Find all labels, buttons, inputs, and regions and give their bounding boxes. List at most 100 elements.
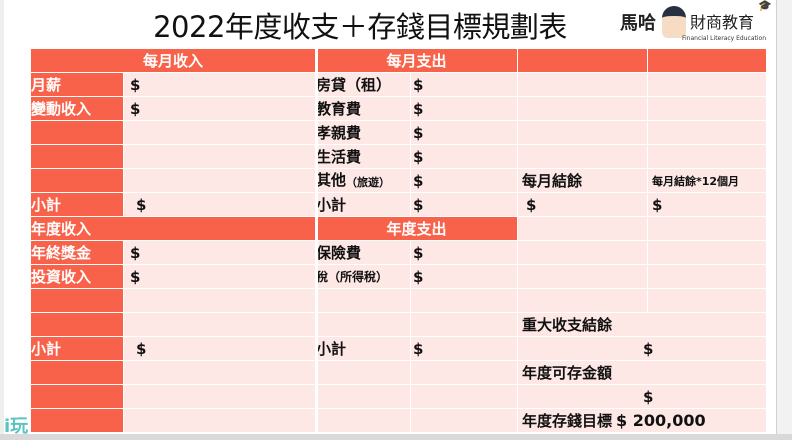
monthly-balance-year-label: 每月結餘*12個月 xyxy=(648,169,767,193)
income-value-blank[interactable] xyxy=(124,169,316,193)
header-blank xyxy=(648,49,767,73)
blank-cell xyxy=(316,289,411,313)
monthly-balance-year-value[interactable]: $ xyxy=(648,193,767,217)
blank-cell xyxy=(316,313,411,337)
brand-logo: 馬哈 財商教育 Financial Literacy Education 🎓 xyxy=(620,0,776,46)
expense-label: 房貸（租） xyxy=(316,73,411,97)
annual-income-blank-value[interactable] xyxy=(124,289,316,313)
major-balance-label: 重大收支結餘 xyxy=(518,313,767,337)
column-divider xyxy=(316,49,318,433)
income-label-blank xyxy=(31,169,124,193)
monthly-balance-value[interactable]: $ xyxy=(518,193,648,217)
annual-income-subtotal-value[interactable]: $ xyxy=(124,337,316,361)
expense-subtotal-value[interactable]: $ xyxy=(411,193,518,217)
expense-value[interactable]: $ xyxy=(411,73,518,97)
expense-value[interactable]: $ xyxy=(411,169,518,193)
annual-income-blank xyxy=(31,385,124,409)
header-blank xyxy=(518,49,648,73)
blank-cell xyxy=(648,121,767,145)
blank-cell[interactable] xyxy=(411,361,518,385)
annual-income-blank xyxy=(31,361,124,385)
expense-value[interactable]: $ xyxy=(411,145,518,169)
annual-income-blank xyxy=(31,409,124,433)
expense-label: 孝親費 xyxy=(316,121,411,145)
blank-cell xyxy=(648,217,767,241)
annual-income-value[interactable]: $ xyxy=(124,265,316,289)
annual-expense-subtotal-value[interactable]: $ xyxy=(411,337,518,361)
income-label: 月薪 xyxy=(31,73,124,97)
annual-income-blank-value[interactable] xyxy=(124,385,316,409)
blank-cell xyxy=(518,241,648,265)
income-value[interactable]: $ xyxy=(124,97,316,121)
blank-cell xyxy=(518,217,648,241)
window-edge xyxy=(0,0,4,440)
income-value-blank[interactable] xyxy=(124,145,316,169)
annual-income-blank-value[interactable] xyxy=(124,361,316,385)
annual-savable-value[interactable]: $ xyxy=(518,385,767,409)
blank-cell xyxy=(518,73,648,97)
expense-label-note: （旅遊） xyxy=(346,176,391,189)
mascot-icon xyxy=(662,6,686,38)
annual-income-header: 年度收入 xyxy=(31,217,316,241)
monthly-balance-label: 每月結餘 xyxy=(518,169,648,193)
blank-cell[interactable] xyxy=(411,385,518,409)
annual-goal-value[interactable]: $ 200,000 xyxy=(616,411,706,430)
annual-expense-value[interactable]: $ xyxy=(411,265,518,289)
annual-income-label: 投資收入 xyxy=(31,265,124,289)
blank-cell xyxy=(648,289,767,313)
major-balance-value[interactable]: $ xyxy=(518,337,767,361)
expense-label: 教育費 xyxy=(316,97,411,121)
income-subtotal-value[interactable]: $ xyxy=(124,193,316,217)
logo-brand: 財商教育 xyxy=(690,13,755,32)
blank-cell xyxy=(648,145,767,169)
blank-cell xyxy=(518,265,648,289)
blank-cell xyxy=(648,73,767,97)
income-subtotal-label: 小計 xyxy=(31,193,124,217)
annual-savable-label: 年度可存金額 xyxy=(518,361,767,385)
income-value[interactable]: $ xyxy=(124,73,316,97)
logo-tagline: Financial Literacy Education xyxy=(682,35,767,42)
blank-cell xyxy=(518,145,648,169)
annual-income-label: 年終獎金 xyxy=(31,241,124,265)
blank-cell xyxy=(316,409,411,433)
blank-cell xyxy=(648,241,767,265)
page-title: 2022年度收支＋存錢目標規劃表 xyxy=(153,10,567,44)
monthly-expense-header: 每月支出 xyxy=(316,49,518,73)
expense-subtotal-label: 小計 xyxy=(316,193,411,217)
annual-income-value[interactable]: $ xyxy=(124,241,316,265)
income-value-blank[interactable] xyxy=(124,121,316,145)
expense-value[interactable]: $ xyxy=(411,121,518,145)
expense-label: 其他 （旅遊） xyxy=(316,169,411,193)
income-label-blank xyxy=(31,145,124,169)
blank-cell xyxy=(518,97,648,121)
logo-name: 馬哈 xyxy=(620,13,656,34)
blank-cell[interactable] xyxy=(411,409,518,433)
window-edge-bottom xyxy=(0,434,792,440)
blank-cell[interactable] xyxy=(411,313,518,337)
annual-expense-label: 保險費 xyxy=(316,241,411,265)
annual-expense-subtotal-label: 小計 xyxy=(316,337,411,361)
blank-cell xyxy=(316,361,411,385)
expense-label: 生活費 xyxy=(316,145,411,169)
annual-income-blank xyxy=(31,313,124,337)
blank-cell xyxy=(518,289,648,313)
income-label-blank xyxy=(31,121,124,145)
income-label: 變動收入 xyxy=(31,97,124,121)
annual-income-blank-value[interactable] xyxy=(124,409,316,433)
annual-expense-header: 年度支出 xyxy=(316,217,518,241)
blank-cell xyxy=(648,97,767,121)
annual-goal-row: 年度存錢目標 $ 200,000 xyxy=(518,409,767,433)
scrollbar-track[interactable] xyxy=(776,0,792,440)
annual-expense-label: 稅（所得稅） xyxy=(316,265,411,289)
monthly-income-header: 每月收入 xyxy=(31,49,316,73)
expense-label-text: 其他 xyxy=(316,171,347,189)
annual-expense-value[interactable]: $ xyxy=(411,241,518,265)
blank-cell[interactable] xyxy=(411,289,518,313)
annual-income-blank-value[interactable] xyxy=(124,313,316,337)
blank-cell xyxy=(316,385,411,409)
graduation-cap-icon: 🎓 xyxy=(758,0,772,12)
corner-logo: i玩 xyxy=(4,416,29,437)
expense-value[interactable]: $ xyxy=(411,97,518,121)
budget-table: 每月收入 每月支出 月薪 $ 變動收入 $ 小計 $ 房貸（租） $ 教育費 $… xyxy=(31,49,767,433)
blank-cell xyxy=(518,121,648,145)
